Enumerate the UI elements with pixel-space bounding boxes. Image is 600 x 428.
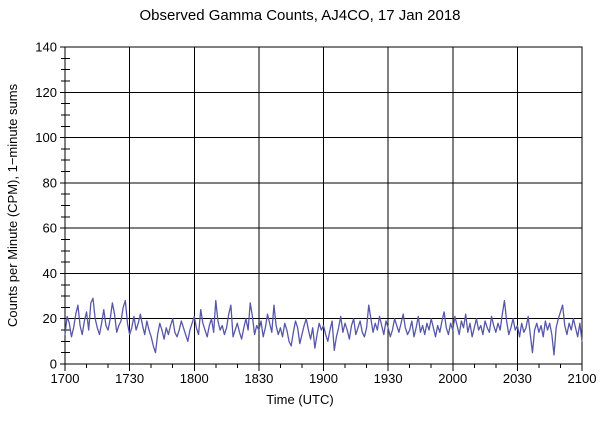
- gamma-counts-line: [64, 297, 583, 356]
- x-tick-label: 2000: [438, 371, 467, 386]
- x-tick-label: 2100: [568, 371, 597, 386]
- y-tick-label: 40: [43, 266, 57, 281]
- y-tick-label: 20: [43, 311, 57, 326]
- y-tick-label: 60: [43, 221, 57, 236]
- x-tick-label: 1800: [180, 371, 209, 386]
- y-tick-label: 120: [35, 85, 57, 100]
- y-tick-label: 140: [35, 40, 57, 55]
- x-tick-label: 2030: [503, 371, 532, 386]
- x-axis-label: Time (UTC): [266, 392, 334, 407]
- y-tick-label: 0: [50, 357, 57, 372]
- x-tick-label: 1730: [115, 371, 144, 386]
- x-tick-label: 1930: [374, 371, 403, 386]
- x-tick-label: 1830: [244, 371, 273, 386]
- plot-frame: [64, 46, 583, 365]
- x-tick-label: 1700: [51, 371, 80, 386]
- x-tick-label: 1900: [309, 371, 338, 386]
- y-tick-label: 100: [35, 130, 57, 145]
- y-tick-label: 80: [43, 175, 57, 190]
- chart-title: Observed Gamma Counts, AJ4CO, 17 Jan 201…: [139, 7, 461, 24]
